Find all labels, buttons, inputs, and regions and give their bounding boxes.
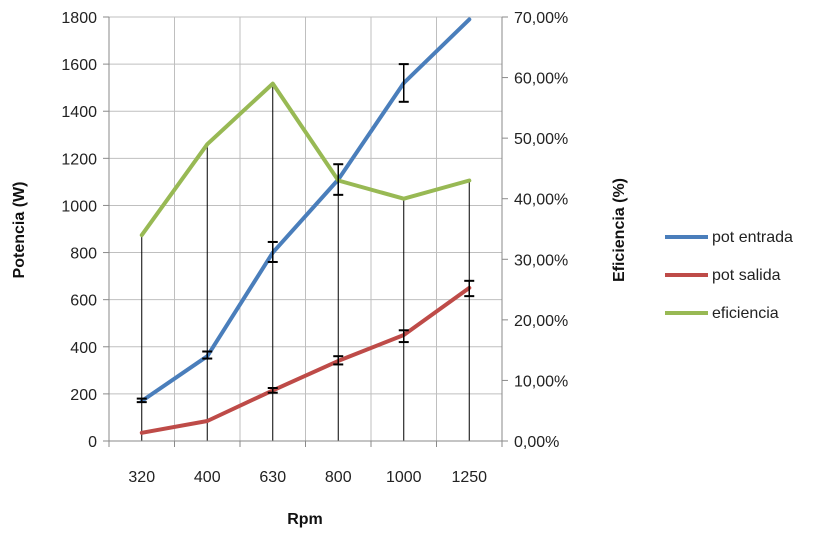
y-tick-label: 1400 xyxy=(61,104,97,121)
y-tick-label: 1800 xyxy=(61,10,97,27)
y2-axis-ticks: 0,00% 10,00% 20,00% 30,00% 40,00% 50,00% 60,00… xyxy=(502,10,568,451)
y-axis-ticks: 0 200 400 600 800 1000 1200 1400 1600 1800 xyxy=(61,10,109,451)
y-axis-title: Potencia (W) xyxy=(11,182,28,279)
y-tick-label: 1000 xyxy=(61,198,97,215)
y2-tick-label: 50,00% xyxy=(514,131,568,148)
y-tick-label: 0 xyxy=(88,434,97,451)
legend-label-pot-salida: pot salida xyxy=(712,267,781,284)
y2-tick-label: 20,00% xyxy=(514,313,568,330)
series-line-eficiencia xyxy=(139,81,472,238)
y-tick-label: 800 xyxy=(70,246,97,263)
series-line-pot-entrada xyxy=(139,17,472,403)
y-tick-label: 400 xyxy=(70,340,97,357)
y2-tick-label: 60,00% xyxy=(514,71,568,88)
error-bars xyxy=(136,63,475,404)
x-tick-label: 800 xyxy=(325,469,352,486)
grid xyxy=(108,16,503,441)
legend-label-pot-entrada: pot entrada xyxy=(712,229,793,246)
series-line-pot-salida xyxy=(139,285,472,435)
x-tick-label: 400 xyxy=(194,469,221,486)
series-lines xyxy=(139,17,472,435)
y2-tick-label: 40,00% xyxy=(514,192,568,209)
y-tick-label: 1600 xyxy=(61,57,97,74)
y2-tick-label: 30,00% xyxy=(514,252,568,269)
x-tick-label: 1250 xyxy=(451,469,487,486)
drop-lines xyxy=(141,83,470,441)
x-tick-label: 320 xyxy=(128,469,155,486)
x-axis-title: Rpm xyxy=(287,511,323,528)
legend-label-eficiencia: eficiencia xyxy=(712,305,779,322)
y-tick-label: 200 xyxy=(70,387,97,404)
y-tick-label: 1200 xyxy=(61,151,97,168)
x-tick-label: 630 xyxy=(259,469,286,486)
legend: pot entrada pot salida eficiencia xyxy=(665,229,793,322)
y-tick-label: 600 xyxy=(70,293,97,310)
y2-tick-label: 0,00% xyxy=(514,434,559,451)
y2-axis-title: Eficiencia (%) xyxy=(611,178,628,282)
x-axis-ticks: 320 400 630 800 1000 1250 xyxy=(108,441,503,486)
y2-tick-label: 10,00% xyxy=(514,373,568,390)
x-tick-label: 1000 xyxy=(386,469,422,486)
y2-tick-label: 70,00% xyxy=(514,10,568,27)
